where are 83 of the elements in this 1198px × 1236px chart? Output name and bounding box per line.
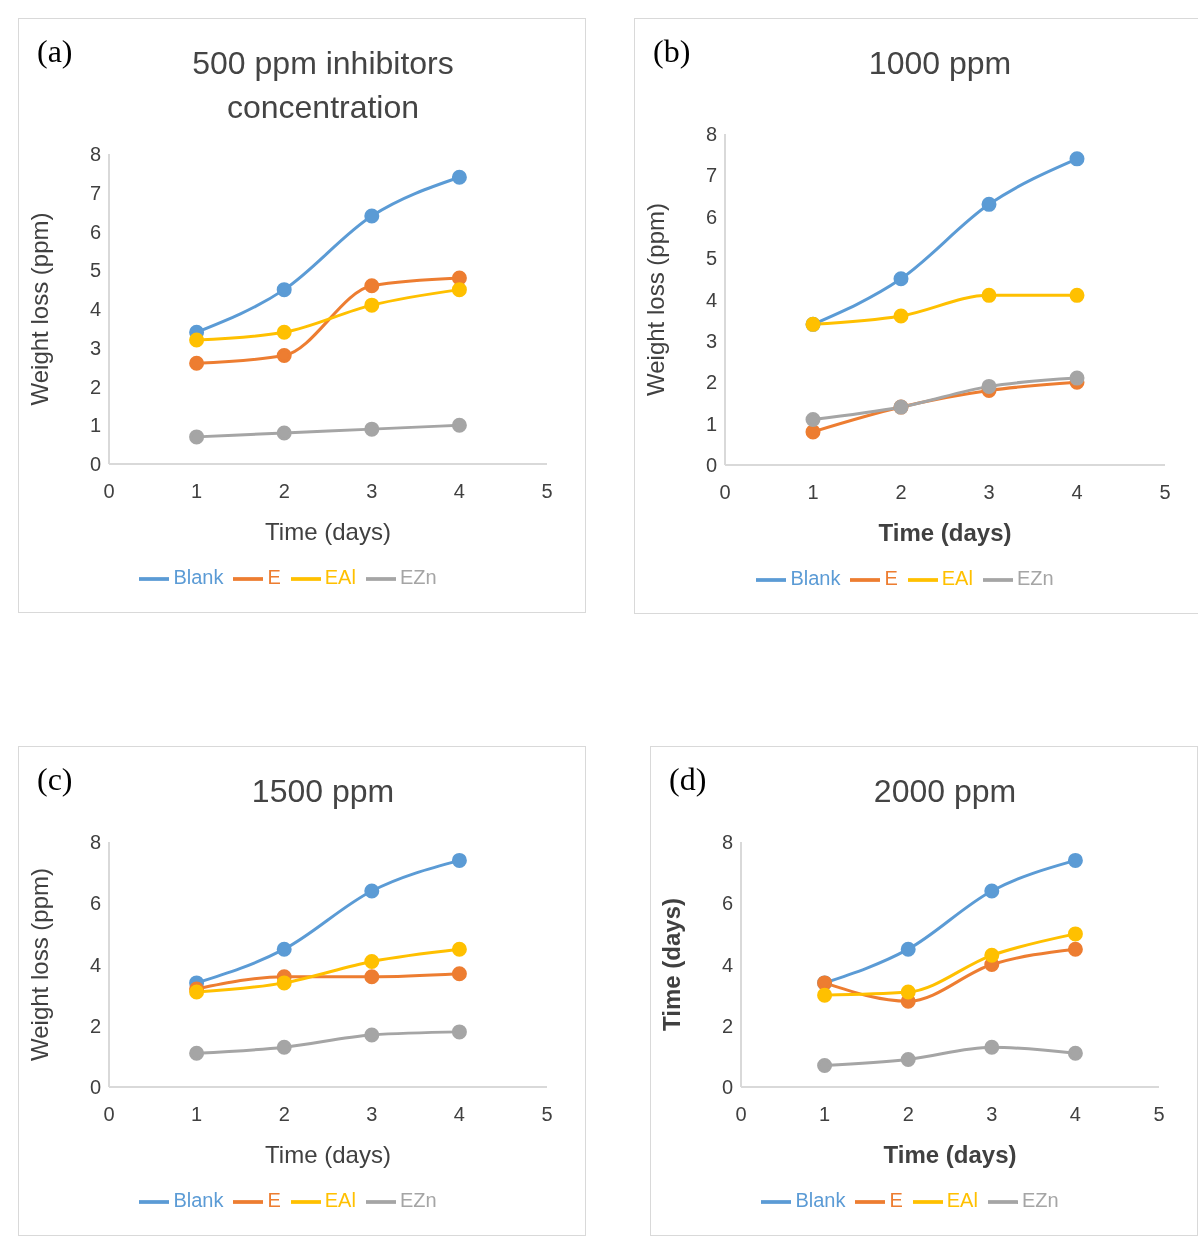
legend-label: EAl xyxy=(941,567,973,590)
x-tick-label: 2 xyxy=(278,1103,290,1126)
x-tick-label: 3 xyxy=(986,1103,998,1126)
legend-label: E xyxy=(267,1189,281,1212)
y-tick-label: 6 xyxy=(89,220,101,243)
x-tick-label: 2 xyxy=(895,481,907,504)
legend-label: Blank xyxy=(173,566,224,589)
legend-label: EAl xyxy=(324,566,356,589)
x-axis-title: Time (days) xyxy=(878,519,1012,546)
x-tick-label: 2 xyxy=(278,480,290,503)
y-tick-label: 4 xyxy=(721,953,733,976)
chart-title: 2000 ppm xyxy=(872,772,1018,811)
x-tick-label: 5 xyxy=(1159,481,1171,504)
x-tick-label: 1 xyxy=(191,1103,203,1126)
y-tick-label: 2 xyxy=(705,371,717,394)
y-tick-label: 5 xyxy=(705,247,717,270)
y-tick-label: 6 xyxy=(705,205,717,228)
x-tick-label: 4 xyxy=(1071,481,1083,504)
y-tick-label: 7 xyxy=(705,164,717,187)
legend-label: EAl xyxy=(324,1189,356,1212)
text: (b) xyxy=(653,33,691,70)
legend-label: EZn xyxy=(1021,1189,1059,1212)
x-tick-label: 1 xyxy=(819,1103,831,1126)
y-axis-title: Time (days) xyxy=(657,898,685,1031)
legend-label: EZn xyxy=(399,1189,437,1212)
x-tick-label: 3 xyxy=(366,1103,378,1126)
y-tick-label: 3 xyxy=(89,336,101,359)
y-tick-label: 5 xyxy=(89,259,101,282)
y-tick-label: 4 xyxy=(705,288,717,311)
y-tick-label: 1 xyxy=(89,414,101,437)
x-axis-title: Time (days) xyxy=(265,518,391,545)
legend-label: EZn xyxy=(1016,567,1054,590)
y-tick-label: 4 xyxy=(89,953,101,976)
y-tick-label: 0 xyxy=(705,454,717,477)
x-tick-label: 4 xyxy=(1069,1103,1081,1126)
y-tick-label: 4 xyxy=(89,298,101,321)
y-tick-label: 3 xyxy=(705,329,717,352)
x-tick-label: 2 xyxy=(902,1103,914,1126)
x-tick-label: 5 xyxy=(541,1103,553,1126)
x-tick-label: 0 xyxy=(103,480,115,503)
y-tick-label: 2 xyxy=(89,1014,101,1037)
x-tick-label: 1 xyxy=(191,480,203,503)
y-tick-label: 8 xyxy=(705,123,717,146)
x-tick-label: 4 xyxy=(453,480,465,503)
x-tick-label: 5 xyxy=(541,480,553,503)
legend-label: Blank xyxy=(790,567,841,590)
legend-label: Blank xyxy=(795,1189,846,1212)
x-tick-label: 3 xyxy=(983,481,995,504)
y-tick-label: 8 xyxy=(721,831,733,854)
x-tick-label: 4 xyxy=(453,1103,465,1126)
y-tick-label: 8 xyxy=(89,831,101,854)
legend-label: E xyxy=(889,1189,903,1212)
y-tick-label: 8 xyxy=(89,143,101,166)
y-axis-title: Weight loss (ppm) xyxy=(641,203,669,396)
text: (c) xyxy=(37,761,73,798)
y-tick-label: 0 xyxy=(89,453,101,476)
y-tick-label: 6 xyxy=(89,892,101,915)
x-tick-label: 0 xyxy=(103,1103,115,1126)
y-tick-label: 2 xyxy=(721,1014,733,1037)
y-axis-title: Weight loss (ppm) xyxy=(25,212,53,406)
y-tick-label: 7 xyxy=(89,181,101,204)
x-axis-title: Time (days) xyxy=(265,1141,391,1168)
x-tick-label: 5 xyxy=(1153,1103,1165,1126)
y-tick-label: 0 xyxy=(721,1076,733,1099)
x-axis-title: Time (days) xyxy=(883,1141,1017,1168)
y-axis-title: Weight loss (ppm) xyxy=(25,868,53,1061)
chart-title: 1500 ppm xyxy=(250,772,396,811)
legend-label: E xyxy=(267,566,281,589)
x-tick-label: 3 xyxy=(366,480,378,503)
text: (d) xyxy=(669,761,707,798)
text: (a) xyxy=(37,33,73,70)
x-tick-label: 0 xyxy=(735,1103,747,1126)
y-tick-label: 0 xyxy=(89,1076,101,1099)
legend-label: EAl xyxy=(946,1189,978,1212)
y-tick-label: 1 xyxy=(705,412,717,435)
x-tick-label: 1 xyxy=(807,481,819,504)
legend-label: EZn xyxy=(399,566,437,589)
chart-title: 1000 ppm xyxy=(867,44,1013,83)
y-tick-label: 6 xyxy=(721,892,733,915)
y-tick-label: 2 xyxy=(89,375,101,398)
legend-label: Blank xyxy=(173,1189,224,1212)
chart-title: 500 ppm inhibitors concentration xyxy=(191,44,455,127)
legend-label: E xyxy=(884,567,898,590)
